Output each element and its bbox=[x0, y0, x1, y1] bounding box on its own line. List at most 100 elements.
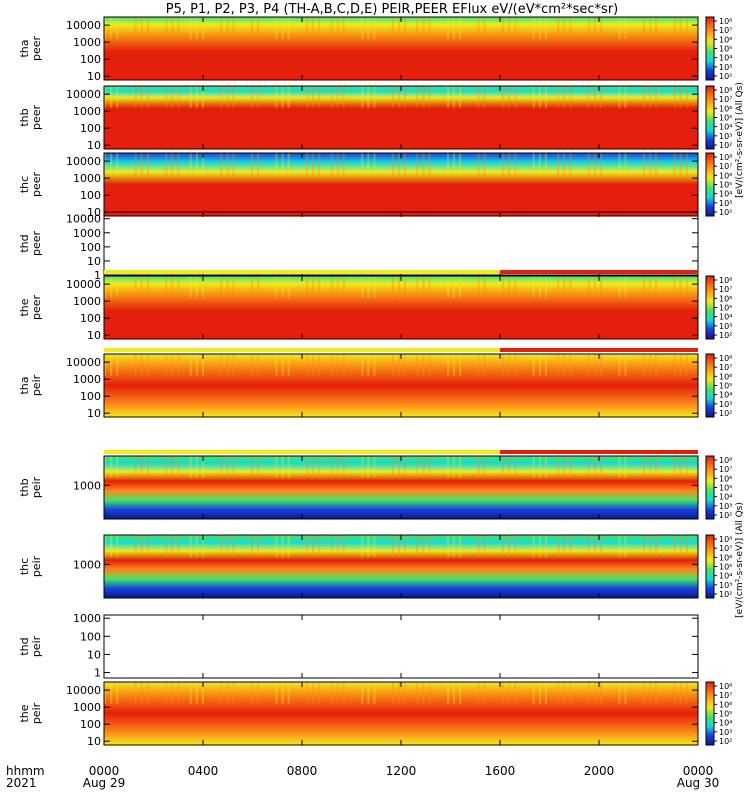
colorbar-tick-label: 10⁵ bbox=[719, 181, 732, 190]
colorbar-units-electron: [eV/(cm²-s-sr-eV)] (All Qs) bbox=[735, 82, 745, 198]
y-tick-label: 1000 bbox=[73, 479, 101, 492]
colorbar-units-ion: [eV/(cm²-s-sr-eV)] (All Qs) bbox=[735, 502, 745, 618]
mode-bar-red bbox=[500, 270, 698, 274]
date-end-label: Aug 30 bbox=[677, 776, 720, 790]
colorbar-tick-label: 10² bbox=[719, 737, 732, 746]
chart-title: P5, P1, P2, P3, P4 (TH-A,B,C,D,E) PEIR,P… bbox=[166, 2, 619, 17]
spectrogram-image bbox=[104, 535, 698, 598]
panel-label-probe: thd bbox=[18, 234, 31, 252]
colorbar-tick-label: 10⁷ bbox=[719, 691, 732, 700]
panel-label-probe: thb bbox=[18, 108, 31, 126]
colorbar-tick-label: 10³ bbox=[719, 63, 732, 72]
colorbar-tick-label: 10⁸ bbox=[719, 682, 732, 691]
spectrogram-image bbox=[104, 86, 698, 149]
panel-frame bbox=[103, 614, 699, 679]
colorbar-tick-label: 10² bbox=[719, 141, 732, 150]
panel-frame bbox=[103, 211, 699, 276]
colorbar-tick-label: 10⁷ bbox=[719, 544, 732, 553]
panel-label-probe: the bbox=[18, 704, 31, 722]
mode-bar bbox=[104, 450, 698, 454]
xlabel-year: 2021 bbox=[6, 776, 37, 790]
spectrogram-image bbox=[104, 153, 698, 216]
y-tick-label: 10 bbox=[87, 255, 101, 268]
y-tick-label: 100 bbox=[80, 718, 101, 731]
colorbar-tick-label: 10⁶ bbox=[719, 474, 732, 483]
spectrogram-image bbox=[104, 354, 698, 417]
colorbar-gradient bbox=[705, 275, 715, 340]
x-tick-label: 0000 bbox=[89, 764, 120, 778]
colorbar-tick-label: 10⁴ bbox=[719, 54, 732, 63]
mode-bar-red bbox=[500, 348, 698, 352]
colorbar-tick-label: 10⁵ bbox=[719, 563, 732, 572]
colorbar-tick-label: 10⁶ bbox=[719, 294, 732, 303]
spectrogram-image bbox=[104, 17, 698, 80]
mode-bar-red bbox=[500, 450, 698, 454]
y-tick-label: 1000 bbox=[73, 295, 101, 308]
y-tick-label: 1000 bbox=[73, 558, 101, 571]
colorbar-tick-label: 10³ bbox=[719, 400, 732, 409]
colorbar-tick-label: 10⁸ bbox=[719, 535, 732, 544]
colorbar-tick-label: 10² bbox=[719, 590, 732, 599]
y-tick-label: 10000 bbox=[66, 684, 101, 697]
y-tick-label: 1000 bbox=[73, 373, 101, 386]
colorbar-tick-label: 10⁵ bbox=[719, 710, 732, 719]
panel-label-instrument: peir bbox=[30, 702, 43, 724]
colorbar-gradient bbox=[705, 455, 715, 520]
spectrogram-image bbox=[104, 456, 698, 519]
colorbar-tick-label: 10⁶ bbox=[719, 104, 732, 113]
colorbar-tick-label: 10⁶ bbox=[719, 372, 732, 381]
colorbar-tick-label: 10² bbox=[719, 208, 732, 217]
y-tick-label: 100 bbox=[80, 122, 101, 135]
panel-label-probe: thc bbox=[18, 176, 31, 193]
mode-bar bbox=[104, 348, 698, 352]
x-axis: hhmm 2021 Aug 29 Aug 30 0000 0400 0800 1200… bbox=[6, 764, 719, 790]
y-tick-label: 1000 bbox=[73, 701, 101, 714]
colorbar-tick-label: 10⁴ bbox=[719, 493, 732, 502]
colorbar-tick-label: 10² bbox=[719, 72, 732, 81]
colorbar-tick-label: 10² bbox=[719, 409, 732, 418]
colorbar-tick-label: 10⁴ bbox=[719, 719, 732, 728]
y-tick-label: 1000 bbox=[73, 227, 101, 240]
xlabel-hhmm: hhmm bbox=[6, 764, 45, 778]
y-tick-label: 10 bbox=[87, 139, 101, 152]
panel-label-probe: thc bbox=[18, 558, 31, 575]
spectrogram-image bbox=[104, 682, 698, 745]
colorbar-tick-label: 10⁵ bbox=[719, 45, 732, 54]
colorbar-tick-label: 10⁶ bbox=[719, 700, 732, 709]
y-tick-label: 1000 bbox=[73, 172, 101, 185]
y-tick-label: 10 bbox=[87, 648, 101, 661]
colorbar-tick-label: 10⁸ bbox=[719, 17, 732, 26]
y-tick-label: 10 bbox=[87, 70, 101, 83]
y-tick-label: 1000 bbox=[73, 612, 101, 625]
panel-label-probe: tha bbox=[18, 39, 31, 57]
panel-label-instrument: peir bbox=[30, 374, 43, 396]
x-tick-label: 1600 bbox=[485, 764, 516, 778]
y-tick-label: 1000 bbox=[73, 105, 101, 118]
y-tick-label: 10000 bbox=[66, 213, 101, 226]
y-tick-label: 10000 bbox=[66, 356, 101, 369]
spectrogram-image bbox=[104, 276, 698, 339]
panel-label-probe: tha bbox=[18, 376, 31, 394]
panel-label-instrument: peer bbox=[30, 295, 43, 321]
colorbar-tick-label: 10⁵ bbox=[719, 484, 732, 493]
y-tick-label: 100 bbox=[80, 390, 101, 403]
colorbar-gradient bbox=[705, 353, 715, 418]
colorbar-tick-label: 10³ bbox=[719, 322, 732, 331]
x-tick-label: 0800 bbox=[287, 764, 318, 778]
panel-label-probe: thb bbox=[18, 478, 31, 496]
colorbar-gradient bbox=[705, 16, 715, 81]
y-tick-label: 10 bbox=[87, 329, 101, 342]
colorbar-tick-label: 10⁴ bbox=[719, 123, 732, 132]
colorbar-tick-label: 10⁸ bbox=[719, 153, 732, 162]
panel-label-instrument: peir bbox=[30, 476, 43, 498]
colorbar-tick-label: 10⁷ bbox=[719, 465, 732, 474]
y-tick-label: 10000 bbox=[66, 88, 101, 101]
